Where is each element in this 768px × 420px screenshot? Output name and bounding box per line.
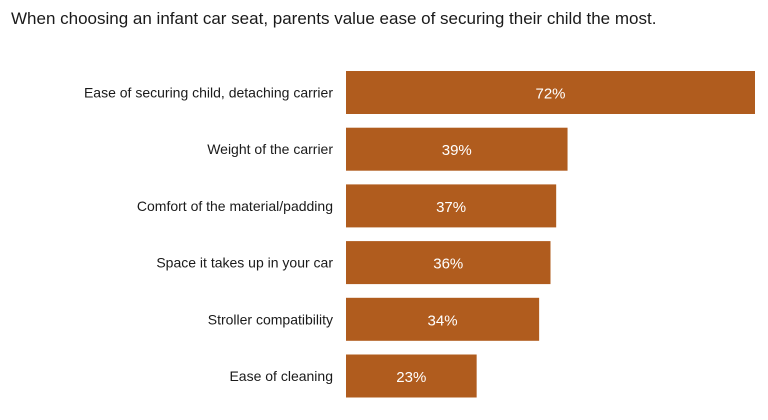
data-label: 72% bbox=[535, 86, 565, 103]
category-label: Weight of the carrier bbox=[207, 141, 333, 157]
bar bbox=[346, 71, 755, 114]
data-label: 39% bbox=[442, 142, 472, 159]
chart-title: When choosing an infant car seat, parent… bbox=[11, 9, 657, 28]
category-label: Ease of securing child, detaching carrie… bbox=[84, 85, 333, 101]
bar bbox=[346, 241, 551, 285]
bar bbox=[346, 354, 477, 398]
data-label: 36% bbox=[433, 256, 463, 273]
bar bbox=[346, 184, 557, 228]
data-label: 23% bbox=[396, 369, 426, 386]
category-label: Space it takes up in your car bbox=[156, 255, 333, 271]
category-label: Comfort of the material/padding bbox=[137, 198, 333, 214]
category-label: Ease of cleaning bbox=[229, 368, 333, 384]
category-label: Stroller compatibility bbox=[208, 311, 333, 327]
bar bbox=[346, 127, 568, 171]
data-label: 34% bbox=[428, 312, 458, 329]
bar bbox=[346, 297, 540, 341]
data-label: 37% bbox=[436, 199, 466, 216]
